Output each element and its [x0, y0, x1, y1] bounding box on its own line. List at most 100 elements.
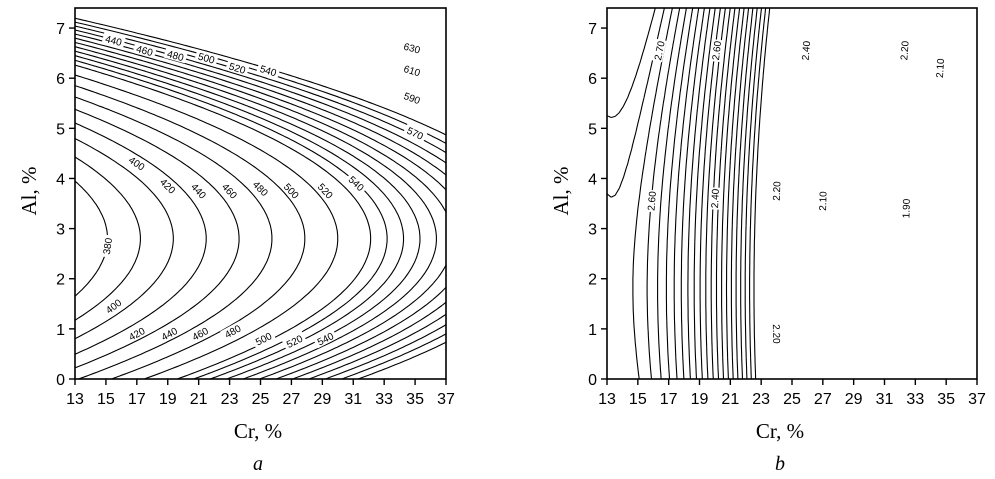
contour-label-bg — [312, 328, 338, 349]
axis-ticks-a — [69, 27, 447, 385]
contour-label: 2.60 — [644, 189, 659, 213]
contour-label: 440 — [101, 32, 126, 49]
panel-a: 440 460 480 500 520 540 630 610 590 5 7 0 400 420 440 4… — [17, 7, 455, 475]
contour-label-text: 2.20 — [899, 40, 911, 61]
y-tick-label: 7 — [588, 21, 597, 38]
x-tick-label: 13 — [66, 391, 84, 408]
contour-label-bg — [897, 39, 911, 62]
contour-label-bg — [770, 179, 782, 203]
y-axis-label-b: Al, % — [549, 167, 573, 216]
x-tick-label: 21 — [721, 391, 739, 408]
x-tick-label: 17 — [660, 391, 678, 408]
contour-label-bg — [156, 323, 182, 344]
contour-label-text: 590 — [402, 91, 422, 107]
contour-line — [607, 8, 665, 198]
contour-line — [680, 8, 705, 379]
contour-label-text: 480 — [166, 49, 185, 64]
contour-label: 2.60 — [709, 38, 724, 63]
contour-label: 590 — [399, 88, 425, 107]
contour-label-bg — [709, 38, 723, 63]
contour-line — [75, 138, 174, 340]
contour-label-bg — [651, 38, 667, 63]
contour-label-bg — [816, 189, 829, 213]
contour-label: 460 — [132, 41, 157, 59]
x-tick-label: 15 — [629, 391, 647, 408]
x-tick-label: 15 — [97, 391, 115, 408]
contour-label-bg — [708, 187, 721, 210]
contour-line — [665, 8, 694, 379]
contour-label: 440 — [156, 323, 182, 344]
contour-label: 440 — [187, 178, 211, 203]
contour-label: 1.90 — [899, 197, 913, 220]
panel-letter-b: b — [775, 453, 785, 475]
contour-label-bg — [403, 123, 428, 143]
contour-label-bg — [799, 39, 812, 62]
contour-label-bg — [156, 174, 180, 198]
contour-label-bg — [218, 178, 242, 203]
panel-b: 2.70 2.60 2.40 2.20 2.10 2.60 2.40 2.20 2.10 1.90… — [549, 7, 986, 475]
contour-label-text: 540 — [258, 64, 278, 80]
contour-line — [693, 8, 716, 379]
x-tick-label: 27 — [283, 391, 301, 408]
y-tick-label: 6 — [56, 71, 65, 88]
contour-label-bg — [124, 152, 150, 174]
y-tick-labels-a: 0 1 2 3 4 5 6 7 — [56, 21, 65, 389]
contour-line — [740, 8, 758, 379]
contour-label-text: 2.40 — [710, 188, 722, 208]
contour-label: 520 — [225, 59, 250, 77]
contour-label-text: 2.60 — [711, 40, 724, 61]
contour-label-text: 2.60 — [646, 190, 659, 211]
x-tick-label: 31 — [876, 391, 894, 408]
y-tick-label: 2 — [588, 272, 597, 289]
contour-label: 630 — [400, 39, 425, 57]
axis-ticks-b — [601, 27, 978, 385]
y-tick-label: 5 — [56, 121, 65, 138]
contour-label-bg — [225, 59, 250, 77]
contour-line — [75, 21, 446, 379]
contour-label-bg — [899, 197, 912, 220]
contour-label: 2.10 — [816, 189, 830, 213]
contour-line — [75, 122, 207, 355]
contour-label-bg — [344, 171, 369, 195]
contour-label: 500 — [280, 178, 304, 203]
y-tick-label: 0 — [56, 372, 65, 389]
contour-label: 2.40 — [708, 187, 722, 210]
contour-label-bg — [771, 322, 783, 345]
contour-label-bg — [249, 176, 273, 200]
contour-lines-b — [607, 8, 771, 379]
contour-label: 460 — [218, 178, 242, 203]
x-tick-label: 17 — [128, 391, 146, 408]
x-tick-label: 35 — [406, 391, 424, 408]
contour-label-bg — [101, 32, 126, 49]
contour-line — [75, 108, 240, 369]
x-tick-label: 25 — [252, 391, 270, 408]
y-tick-label: 1 — [56, 322, 65, 339]
x-axis-label-b: Cr, % — [756, 419, 804, 443]
y-tick-label: 3 — [588, 222, 597, 239]
contour-label: 480 — [249, 176, 273, 200]
contour-label-bg — [281, 331, 307, 351]
contour-label-text: 500 — [197, 51, 216, 66]
y-tick-label: 1 — [588, 322, 597, 339]
contour-label-bg — [124, 323, 149, 344]
contour-lines-a — [75, 17, 446, 379]
contour-label-bg — [194, 49, 219, 66]
x-tick-label: 29 — [845, 391, 863, 408]
x-axis-label-a: Cr, % — [234, 419, 282, 443]
contour-label-bg — [220, 320, 245, 342]
contour-label-bg — [400, 39, 425, 56]
contour-label: 540 — [256, 61, 281, 80]
x-tick-label: 27 — [814, 391, 832, 408]
contour-label: 500 — [194, 49, 219, 67]
contour-label-bg — [399, 88, 425, 107]
contour-line — [673, 8, 700, 379]
contour-label: 2.70 — [651, 38, 668, 63]
x-tick-label: 23 — [221, 391, 239, 408]
contour-label-bg — [314, 178, 338, 203]
contour-label-text: 610 — [402, 64, 422, 80]
contour-label-bg — [163, 46, 188, 64]
contour-label-text: 2.10 — [935, 58, 947, 79]
contour-label: 520 — [314, 178, 338, 203]
y-tick-label: 0 — [588, 372, 597, 389]
